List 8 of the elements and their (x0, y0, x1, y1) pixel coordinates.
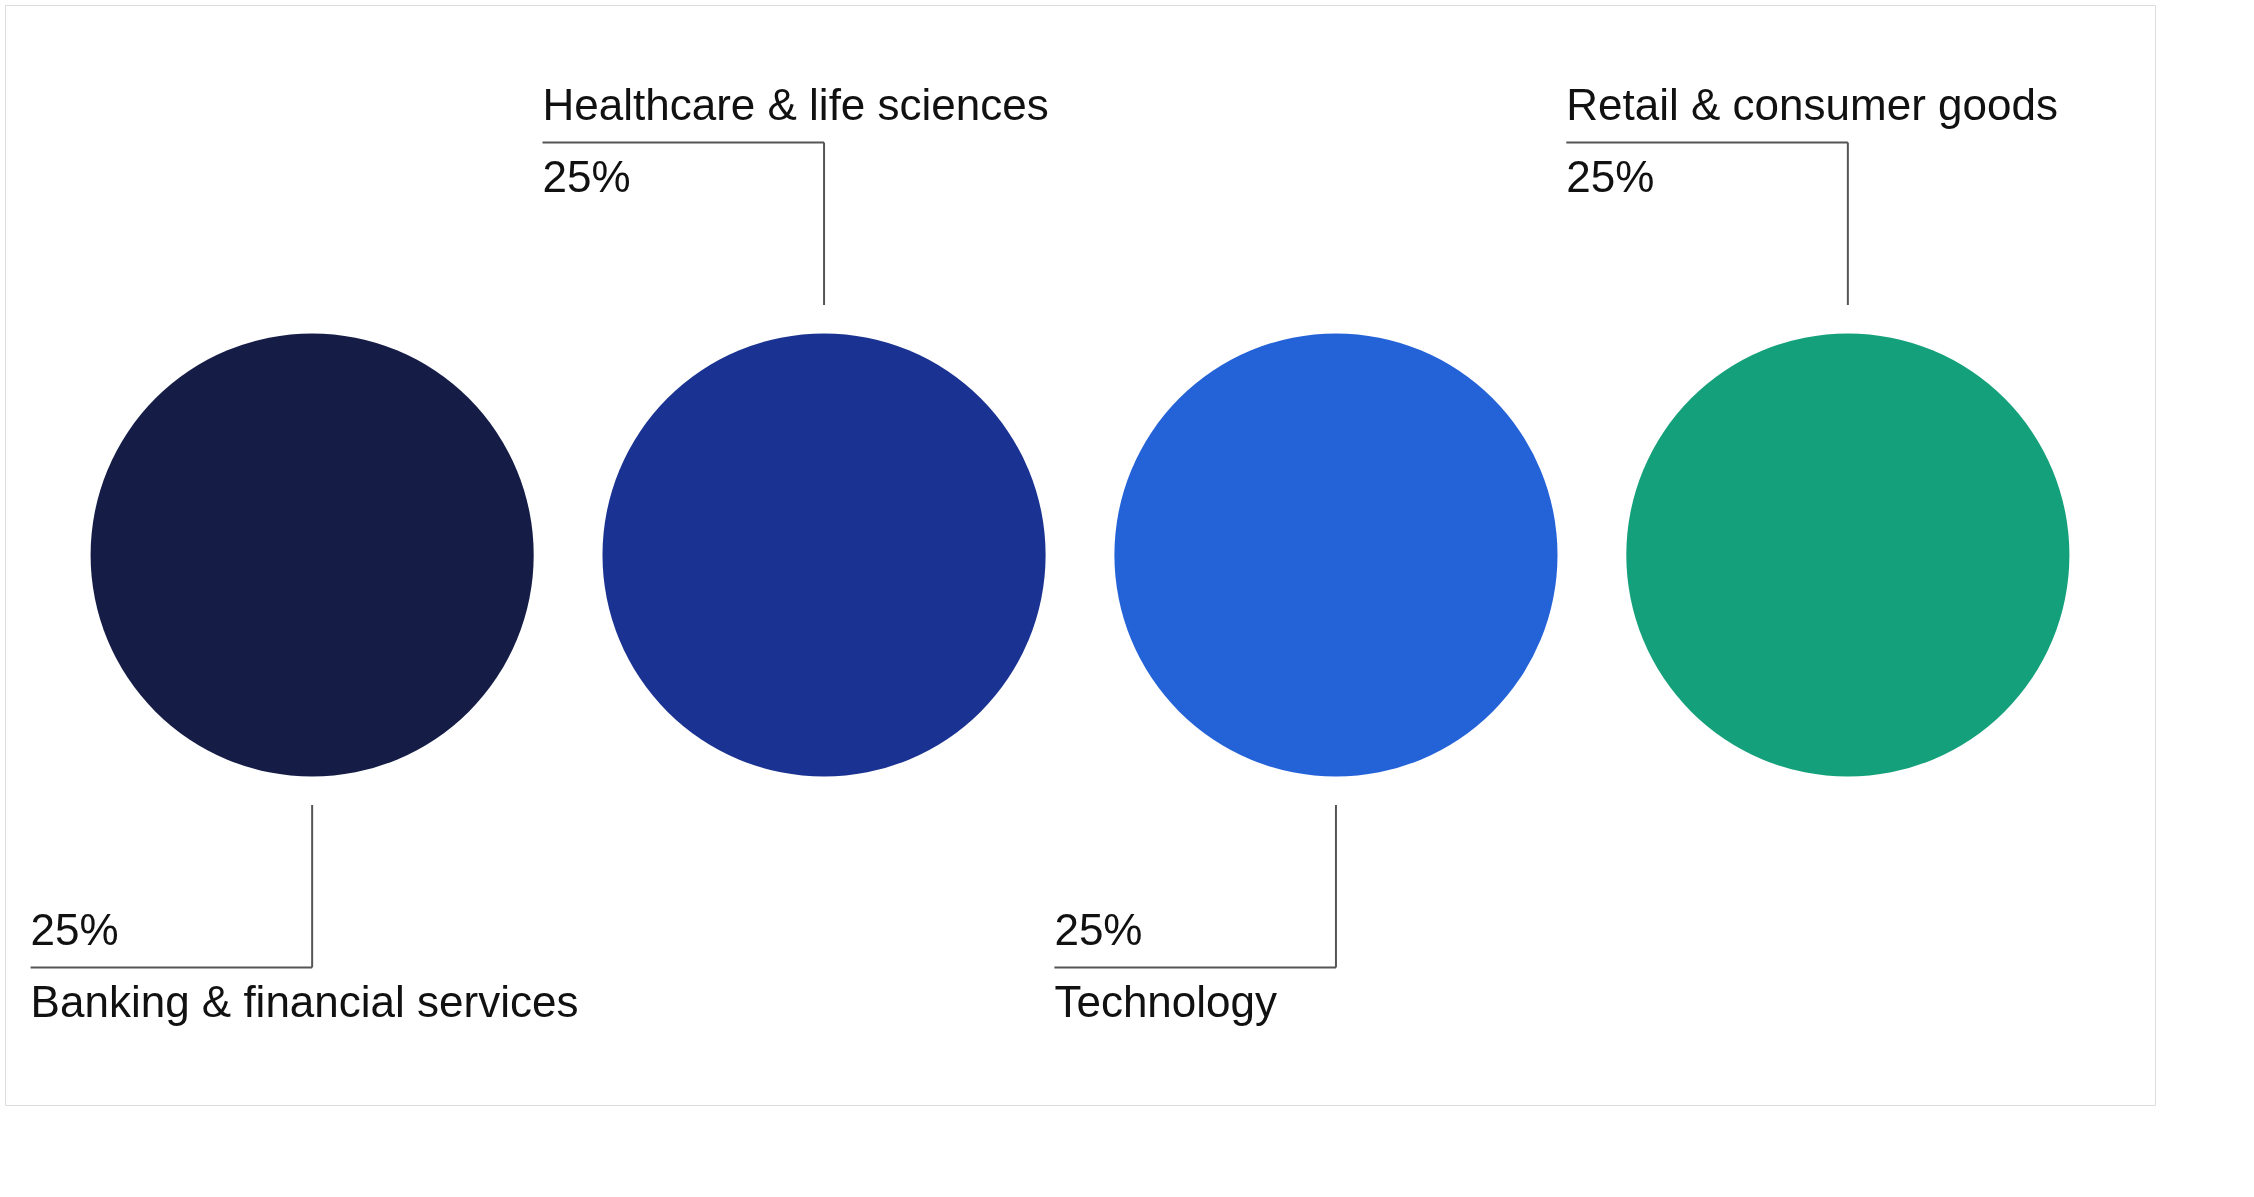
data-label: 25% (1054, 904, 1143, 954)
category-label: Retail & consumer goods (1566, 79, 2058, 129)
category-label: Banking & financial services (30, 976, 579, 1026)
data-label: 25% (542, 151, 631, 201)
data-label: 25% (30, 904, 119, 954)
data-label: 25% (1566, 151, 1655, 201)
category-label: Healthcare & life sciences (542, 79, 1049, 129)
category-label: Technology (1054, 976, 1278, 1026)
